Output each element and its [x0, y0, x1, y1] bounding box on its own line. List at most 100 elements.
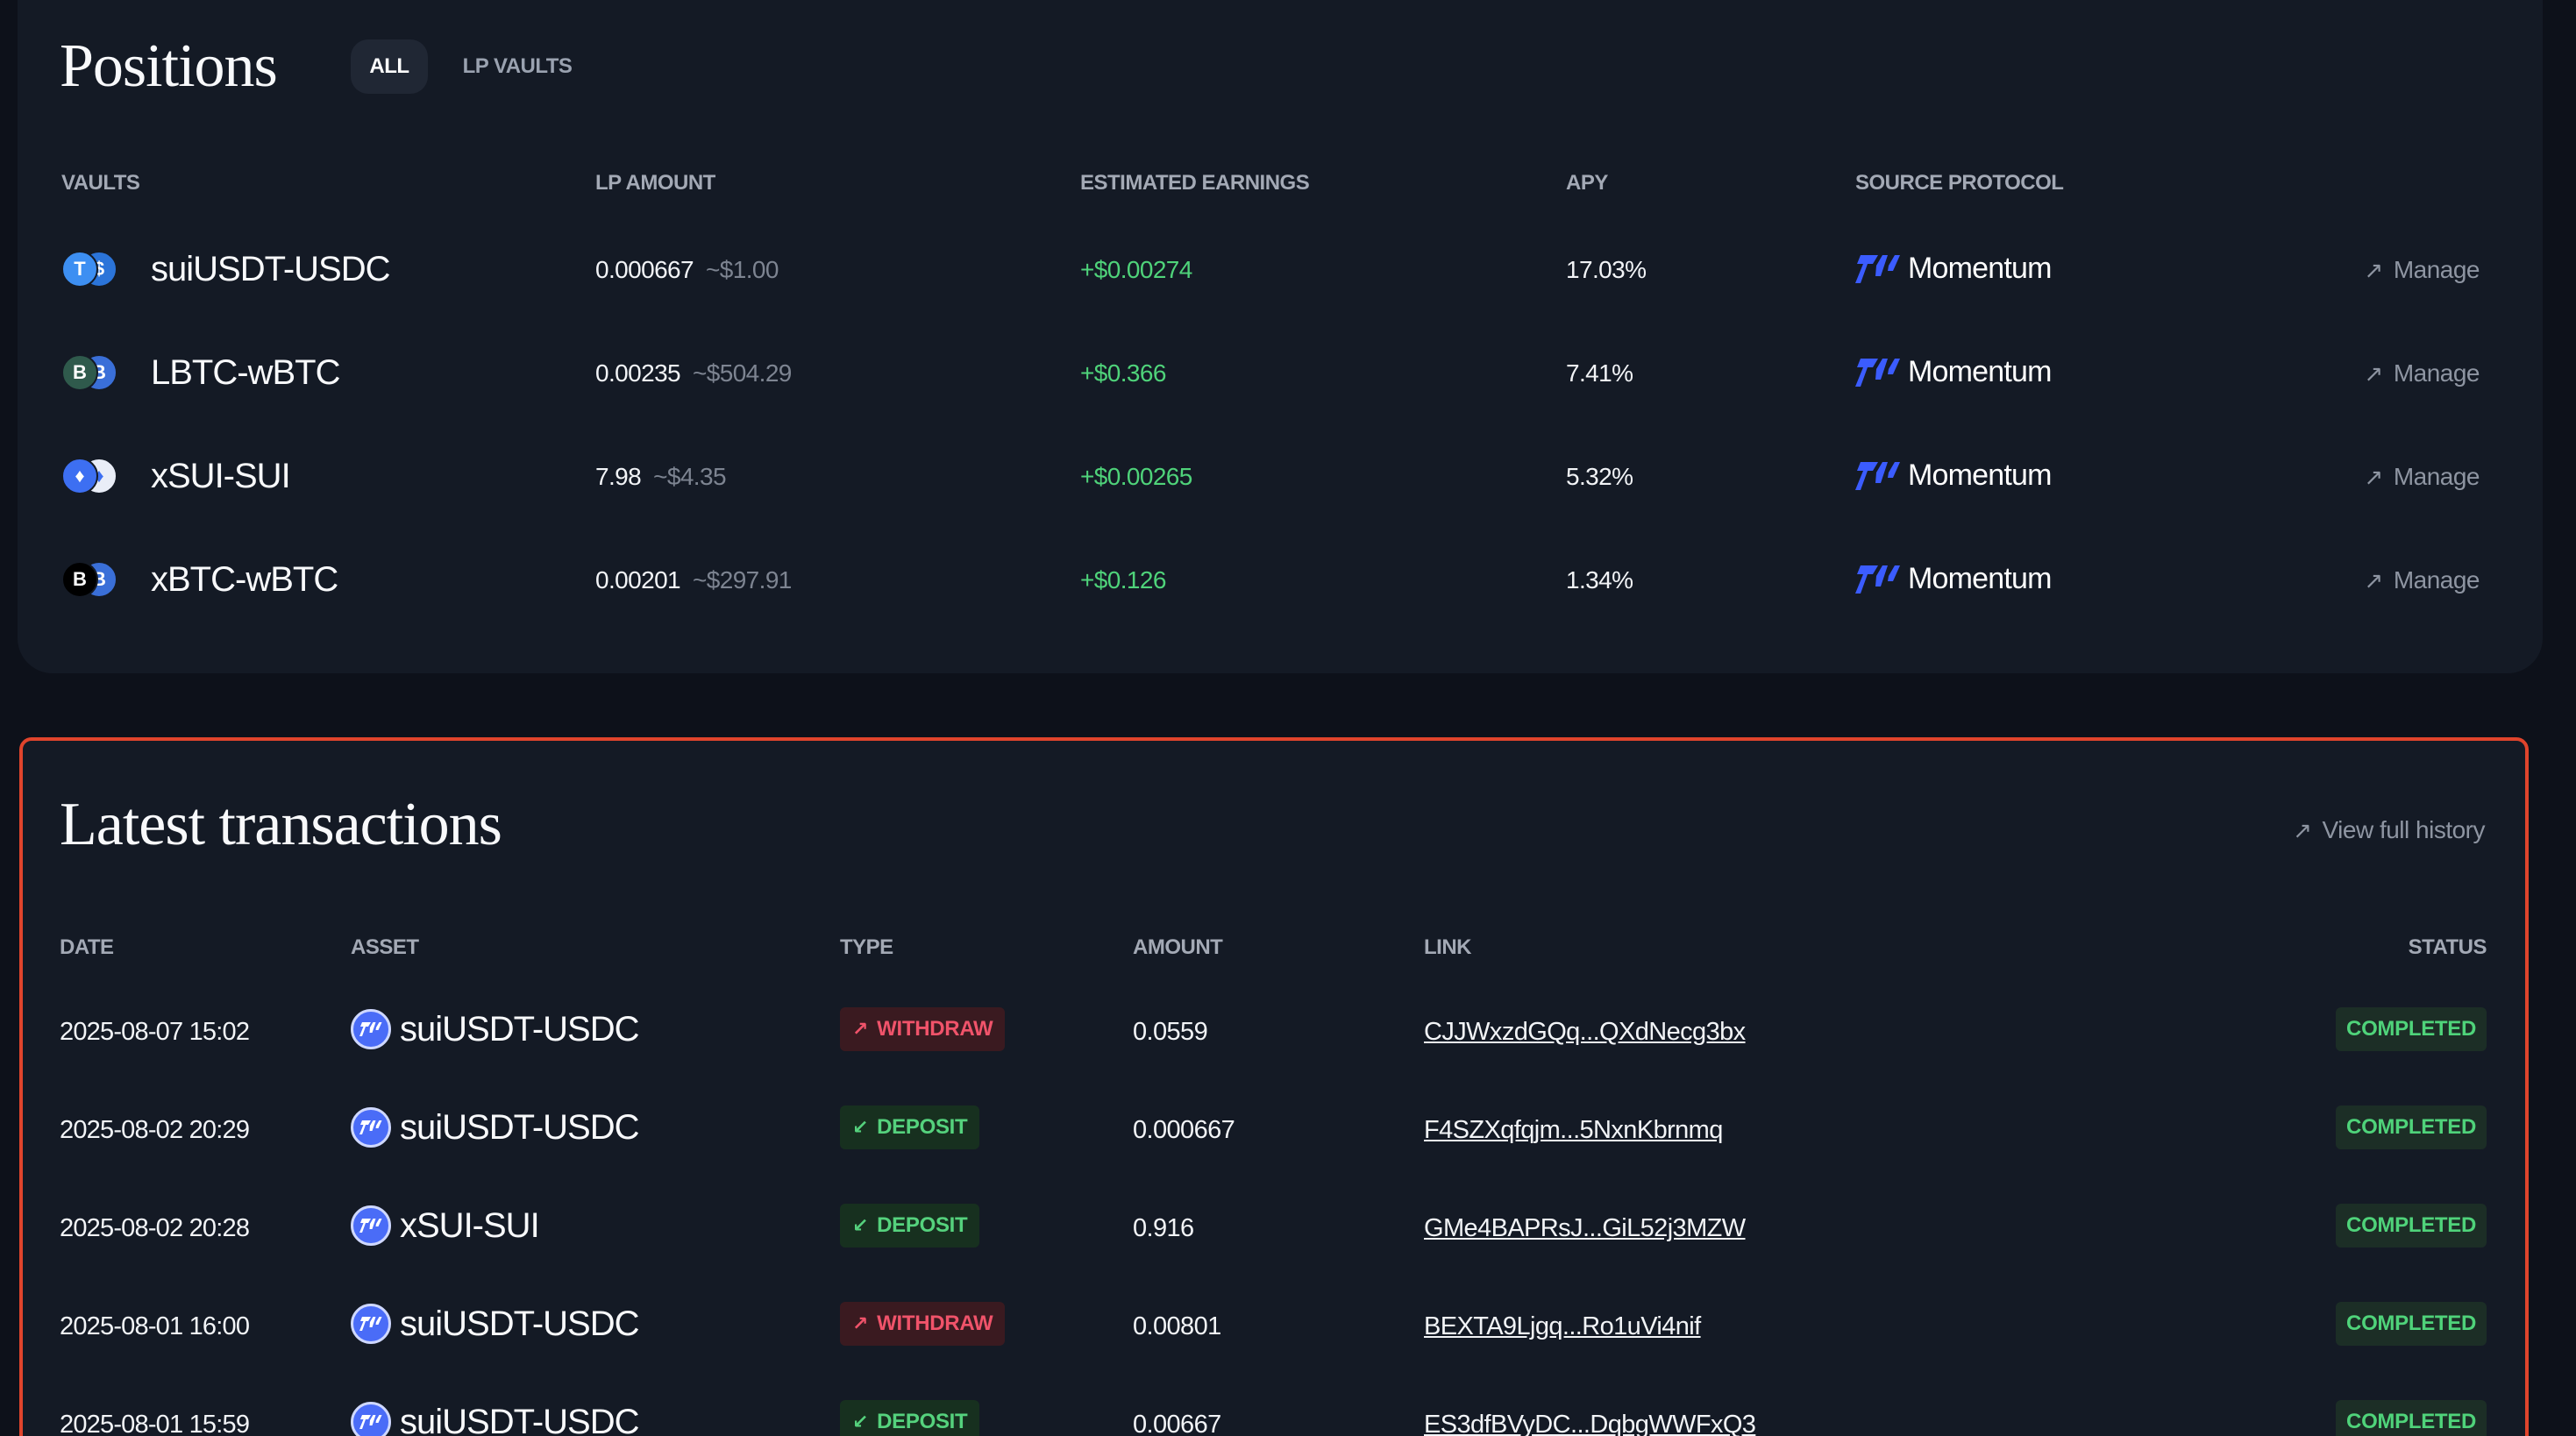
arrow-up-right-icon: ↗	[2364, 256, 2384, 283]
transactions-title: Latest transactions	[60, 791, 502, 858]
transaction-row: 2025-08-01 15:59 suiUSDT-USDC ↙ DEPOSIT …	[23, 1379, 2525, 1436]
estimated-earnings: +$0.126	[1080, 566, 1166, 594]
type-label: WITHDRAW	[877, 1017, 993, 1041]
header-estimated-earnings: ESTIMATED EARNINGS	[1080, 171, 1310, 195]
arrow-down-left-icon: ↙	[852, 1411, 869, 1432]
header-date: DATE	[60, 935, 114, 959]
asset-name: suiUSDT-USDC	[400, 1009, 639, 1049]
transaction-date: 2025-08-01 16:00	[60, 1312, 250, 1340]
header-lp-amount: LP AMOUNT	[595, 171, 715, 195]
lp-amount-usd: ~$1.00	[706, 256, 779, 283]
header-asset: ASSET	[351, 935, 419, 959]
asset-name: suiUSDT-USDC	[400, 1402, 639, 1436]
transaction-date: 2025-08-02 20:29	[60, 1116, 250, 1144]
status-badge: COMPLETED	[2336, 1204, 2487, 1248]
manage-button[interactable]: ↗ Manage	[2365, 359, 2480, 387]
transaction-asset: suiUSDT-USDC	[351, 1009, 639, 1049]
status-badge: COMPLETED	[2336, 1105, 2487, 1149]
lp-amount: 0.000667 ~$1.00	[595, 256, 779, 284]
momentum-logo-icon	[1855, 565, 1900, 594]
manage-button[interactable]: ↗ Manage	[2365, 463, 2480, 491]
manage-label: Manage	[2393, 359, 2480, 387]
xbtc-icon: B	[61, 561, 98, 598]
transaction-link[interactable]: CJJWxzdGQq...QXdNecg3bx	[1424, 1018, 1746, 1046]
transaction-row: 2025-08-07 15:02 suiUSDT-USDC ↗ WITHDRAW…	[23, 986, 2525, 1084]
transaction-link[interactable]: BEXTA9Ljgq...Ro1uVi4nif	[1424, 1312, 1701, 1340]
transaction-link[interactable]: ES3dfBVyDC...DqbgWWFxQ3	[1424, 1411, 1756, 1436]
coin-pair: ♦ ♦	[61, 458, 117, 496]
position-row: T $ suiUSDT-USDC 0.000667 ~$1.00 +$0.0027…	[18, 217, 2543, 320]
type-badge: ↙ DEPOSIT	[840, 1204, 980, 1248]
lp-amount: 0.00235 ~$504.29	[595, 359, 792, 387]
type-label: DEPOSIT	[877, 1213, 968, 1237]
manage-label: Manage	[2393, 256, 2480, 283]
type-badge: ↙ DEPOSIT	[840, 1400, 980, 1436]
view-full-history-label: View full history	[2322, 816, 2485, 843]
status-badge: COMPLETED	[2336, 1302, 2487, 1346]
momentum-vault-icon	[351, 1009, 391, 1049]
positions-title: Positions	[60, 32, 278, 100]
type-label: DEPOSIT	[877, 1115, 968, 1139]
lp-amount-usd: ~$4.35	[653, 463, 726, 490]
source-protocol: Momentum	[1855, 252, 2052, 286]
transaction-date: 2025-08-02 20:28	[60, 1214, 250, 1242]
type-label: WITHDRAW	[877, 1312, 993, 1335]
estimated-earnings: +$0.00265	[1080, 463, 1192, 490]
protocol-name: Momentum	[1908, 459, 2052, 492]
estimated-earnings: +$0.00274	[1080, 256, 1192, 283]
view-full-history-link[interactable]: ↗ View full history	[2293, 816, 2485, 844]
position-row: B B LBTC-wBTC 0.00235 ~$504.29 +$0.366 7.…	[18, 320, 2543, 423]
transaction-amount: 0.0559	[1133, 1018, 1208, 1046]
type-badge: ↗ WITHDRAW	[840, 1007, 1006, 1051]
lbtc-icon: B	[61, 354, 98, 391]
arrow-up-right-icon: ↗	[852, 1312, 869, 1334]
transaction-asset: suiUSDT-USDC	[351, 1304, 639, 1344]
lp-amount-value: 0.000667	[595, 256, 694, 283]
arrow-up-right-icon: ↗	[852, 1018, 869, 1040]
source-protocol: Momentum	[1855, 562, 2052, 596]
manage-button[interactable]: ↗ Manage	[2365, 566, 2480, 594]
momentum-logo-icon	[1855, 461, 1900, 490]
position-row: B B xBTC-wBTC 0.00201 ~$297.91 +$0.126 1.…	[18, 527, 2543, 630]
coin-pair: T $	[61, 251, 117, 289]
apy-value: 1.34%	[1566, 566, 1633, 594]
protocol-name: Momentum	[1908, 355, 2052, 388]
tab-lp-vaults[interactable]: LP VAULTS	[462, 54, 573, 78]
transaction-link[interactable]: F4SZXqfqjm...5NxnKbrnmq	[1424, 1116, 1723, 1144]
momentum-vault-icon	[351, 1402, 391, 1436]
momentum-vault-icon	[351, 1205, 391, 1246]
lp-amount: 0.00201 ~$297.91	[595, 566, 792, 594]
asset-name: xSUI-SUI	[400, 1205, 540, 1245]
protocol-name: Momentum	[1908, 562, 2052, 595]
type-badge: ↙ DEPOSIT	[840, 1105, 980, 1149]
lp-amount-value: 0.00235	[595, 359, 681, 387]
vault-name: suiUSDT-USDC	[151, 250, 390, 288]
arrow-up-right-icon: ↗	[2364, 566, 2384, 594]
lp-amount-value: 7.98	[595, 463, 642, 490]
manage-label: Manage	[2393, 566, 2480, 594]
coin-pair: B B	[61, 354, 117, 393]
tab-all[interactable]: ALL	[351, 39, 428, 94]
momentum-logo-icon	[1855, 254, 1900, 283]
arrow-up-right-icon: ↗	[2364, 463, 2384, 490]
transaction-link[interactable]: GMe4BAPRsJ...GiL52j3MZW	[1424, 1214, 1746, 1242]
arrow-up-right-icon: ↗	[2293, 816, 2312, 843]
transaction-date: 2025-08-01 15:59	[60, 1411, 250, 1436]
coin-pair: B B	[61, 561, 117, 600]
header-amount: AMOUNT	[1133, 935, 1223, 959]
tether-icon: T	[61, 251, 98, 288]
arrow-down-left-icon: ↙	[852, 1116, 869, 1138]
transactions-card: Latest transactions ↗ View full history …	[19, 737, 2529, 1436]
lp-amount-usd: ~$504.29	[693, 359, 792, 387]
position-row: ♦ ♦ xSUI-SUI 7.98 ~$4.35 +$0.00265 5.32% …	[18, 423, 2543, 527]
transaction-row: 2025-08-01 16:00 suiUSDT-USDC ↗ WITHDRAW…	[23, 1281, 2525, 1379]
transaction-amount: 0.000667	[1133, 1116, 1235, 1144]
manage-button[interactable]: ↗ Manage	[2365, 256, 2480, 284]
source-protocol: Momentum	[1855, 355, 2052, 389]
transaction-asset: xSUI-SUI	[351, 1205, 540, 1246]
header-status: STATUS	[2408, 935, 2487, 959]
asset-name: suiUSDT-USDC	[400, 1304, 639, 1343]
header-vaults: VAULTS	[61, 171, 140, 195]
header-type: TYPE	[840, 935, 893, 959]
status-badge: COMPLETED	[2336, 1400, 2487, 1436]
